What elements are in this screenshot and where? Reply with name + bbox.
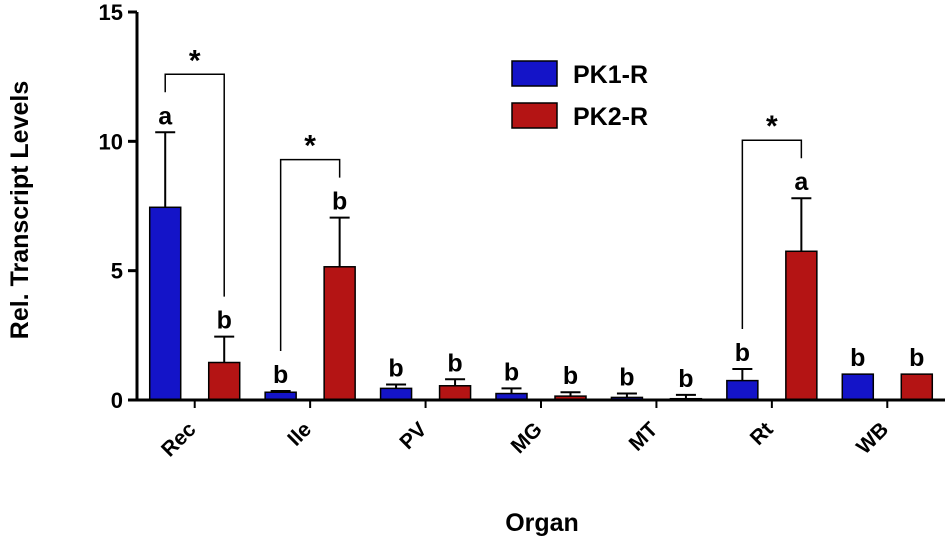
legend-swatch-pk1-r (511, 60, 558, 87)
bars-layer (148, 206, 934, 401)
y-tick-label-15: 15 (99, 0, 123, 25)
x-tick-label-mt: MT (625, 418, 663, 456)
legend: PK1-R PK2-R (511, 60, 648, 131)
bar-pk2-r-rec (207, 361, 241, 401)
y-tick-label-0: 0 (111, 388, 123, 413)
letter-pk1-r-rt: b (735, 339, 750, 367)
bar-pk2-r-wb (900, 373, 934, 401)
y-tick-label-5: 5 (111, 259, 123, 284)
letters-layer: a b b b b b b b b b b a b b (158, 102, 924, 393)
letter-pk2-r-rec: b (217, 307, 232, 335)
significance-bracket-ile (279, 158, 341, 351)
bar-pk1-r-pv (379, 387, 413, 401)
letter-pk1-r-rec: a (158, 102, 173, 130)
x-tick-label-wb: WB (852, 418, 893, 459)
letter-pk2-r-ile: b (332, 188, 347, 216)
legend-swatch-pk2-r (511, 102, 558, 129)
x-tick-label-rec: Rec (157, 418, 201, 462)
x-tick-label-pv: PV (395, 418, 431, 454)
y-axis-title: Rel. Transcript Levels (6, 81, 34, 339)
bar-pk2-r-pv (438, 385, 472, 401)
significance-star-rt: * (766, 110, 778, 143)
letter-pk1-r-mg: b (504, 358, 519, 386)
bar-pk1-r-rt (726, 379, 759, 401)
y-tick-label-10: 10 (99, 129, 123, 154)
letter-pk1-r-mt: b (619, 364, 634, 392)
letter-pk2-r-mt: b (678, 365, 693, 393)
error-bars-layer (155, 131, 812, 399)
legend-label-pk2-r: PK2-R (573, 103, 648, 131)
letter-pk2-r-rt: a (794, 168, 809, 196)
bar-pk2-r-rt (785, 250, 818, 401)
letter-pk1-r-wb: b (850, 344, 865, 372)
bar-pk2-r-ile (323, 266, 356, 401)
letter-pk1-r-pv: b (388, 354, 403, 382)
x-tick-label-rt: Rt (746, 418, 778, 450)
significance-bracket-rec (164, 73, 225, 297)
letter-pk2-r-mg: b (563, 362, 578, 390)
x-tick-label-mg: MG (507, 418, 547, 458)
x-tick-label-ile: Ile (283, 418, 316, 451)
significance-star-rec: * (189, 44, 201, 77)
letter-pk2-r-wb: b (909, 344, 924, 372)
significance-bracket-rt (741, 139, 803, 329)
bar-pk1-r-wb (841, 373, 875, 401)
letter-pk2-r-pv: b (447, 349, 462, 377)
significance-layer: * * * (164, 44, 803, 351)
bar-pk1-r-rec (148, 206, 182, 401)
significance-star-ile: * (304, 130, 316, 163)
legend-label-pk1-r: PK1-R (573, 61, 648, 89)
letter-pk1-r-ile: b (273, 361, 288, 389)
x-axis-title: Organ (505, 509, 579, 537)
